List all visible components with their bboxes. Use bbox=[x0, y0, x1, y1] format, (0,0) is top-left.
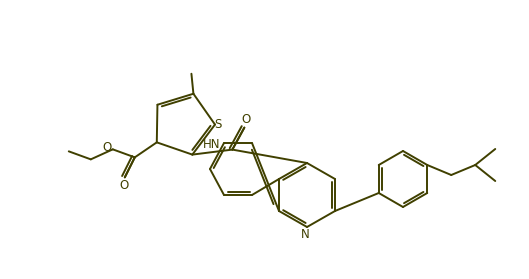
Text: O: O bbox=[242, 113, 251, 126]
Text: S: S bbox=[214, 118, 222, 131]
Text: O: O bbox=[119, 179, 129, 192]
Text: O: O bbox=[102, 141, 112, 154]
Text: N: N bbox=[300, 227, 309, 240]
Text: HN: HN bbox=[203, 138, 220, 151]
